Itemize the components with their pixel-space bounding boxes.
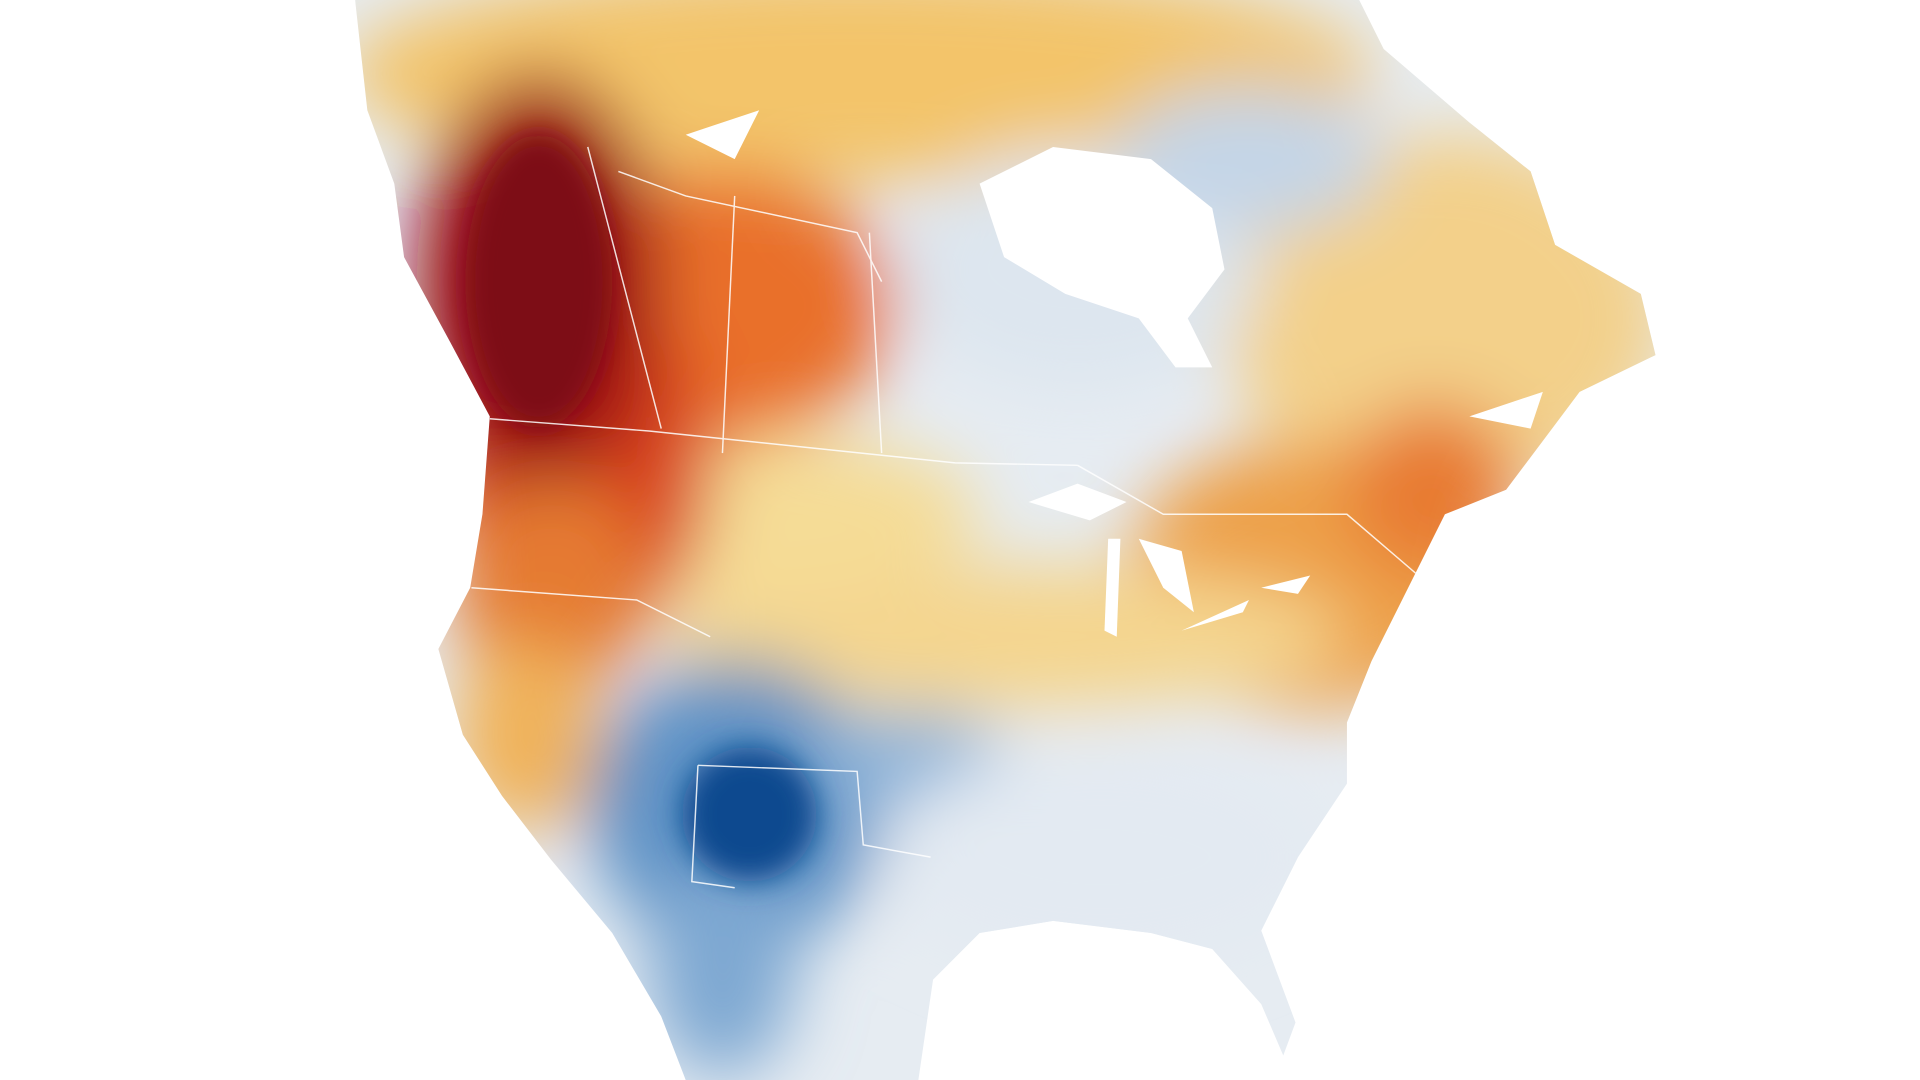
gulf-st-lawrence (1469, 391, 1543, 429)
lake-erie (1181, 600, 1249, 631)
hudson-bay (979, 146, 1225, 368)
great-slave-lake (685, 110, 760, 160)
borders (471, 146, 1434, 889)
water-bodies (685, 110, 1543, 637)
lake-ontario (1261, 575, 1311, 594)
lake-michigan (1104, 538, 1121, 637)
lake-huron (1138, 538, 1194, 613)
